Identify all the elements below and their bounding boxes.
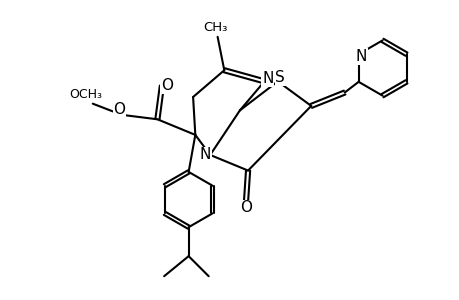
Text: O: O xyxy=(239,200,252,215)
Text: N: N xyxy=(199,148,211,163)
Text: N: N xyxy=(355,49,366,64)
Text: OCH₃: OCH₃ xyxy=(69,88,101,101)
Text: S: S xyxy=(275,70,285,85)
Text: N: N xyxy=(262,71,273,86)
Text: CH₃: CH₃ xyxy=(202,21,227,34)
Text: O: O xyxy=(161,78,173,93)
Text: O: O xyxy=(113,102,125,117)
